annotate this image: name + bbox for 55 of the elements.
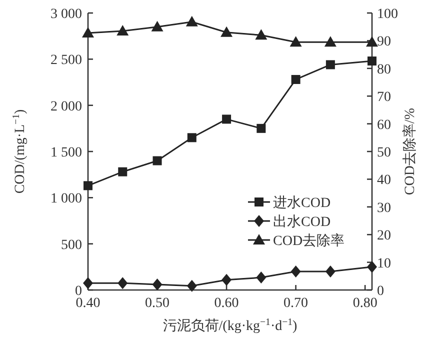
point (256, 272, 266, 284)
point (118, 277, 128, 290)
y-tick-label: 1 500 (50, 146, 82, 160)
y-tick-label: 1 000 (50, 192, 82, 207)
point (290, 266, 301, 278)
y2-tick-label: 60 (377, 118, 391, 133)
legend-label: 出水COD (273, 214, 331, 230)
y2-tick-label: 10 (377, 256, 391, 272)
point (324, 36, 336, 47)
y2-tick-label: 0 (377, 284, 384, 299)
x-tick-label: 0.60 (214, 296, 239, 311)
x-tick-label: 0.50 (145, 296, 170, 311)
point (82, 26, 94, 38)
point (222, 274, 232, 286)
y2-tick-label: 40 (377, 173, 391, 188)
legend-label: COD去除率 (273, 233, 345, 249)
y2-tick-label: 100 (377, 7, 398, 22)
y-tick-label: 3 000 (50, 7, 82, 22)
x-tick-label: 0.40 (76, 296, 100, 311)
point (325, 266, 336, 278)
y2-axis-title: COD去除率/% (402, 108, 418, 196)
point (220, 26, 233, 37)
y2-tick-label: 30 (377, 200, 391, 216)
y2-tick-label: 70 (377, 90, 391, 106)
point (256, 124, 266, 133)
point (186, 16, 198, 26)
point (326, 60, 335, 70)
point (290, 36, 302, 47)
y-tick-label: 0 (75, 284, 82, 299)
y-tick-label: 500 (61, 238, 82, 253)
point (222, 114, 232, 124)
y2-tick-label: 50 (377, 146, 391, 160)
point (186, 280, 197, 292)
point (366, 36, 378, 47)
x-axis-title: 污泥负荷/(kg·kg$^{−1}$·d$^{−1}$) (162, 316, 298, 334)
point (368, 56, 376, 66)
x-tick-label: 0.70 (284, 296, 308, 311)
x-tick-label: 0.80 (352, 296, 378, 311)
point (291, 74, 300, 84)
y-tick-label: 2 500 (50, 53, 82, 68)
point (118, 167, 128, 176)
point (152, 156, 162, 166)
point (187, 133, 196, 142)
legend-label: 进水COD (273, 195, 331, 211)
y2-tick-label: 90 (377, 34, 391, 50)
point (151, 20, 164, 32)
y2-tick-label: 20 (377, 228, 391, 244)
point (84, 181, 92, 190)
y-tick-label: 2 000 (50, 99, 82, 114)
point (116, 25, 129, 36)
point (255, 29, 268, 40)
y2-tick-label: 80 (377, 62, 391, 78)
point (83, 277, 93, 290)
point (152, 278, 162, 290)
point (367, 260, 377, 273)
